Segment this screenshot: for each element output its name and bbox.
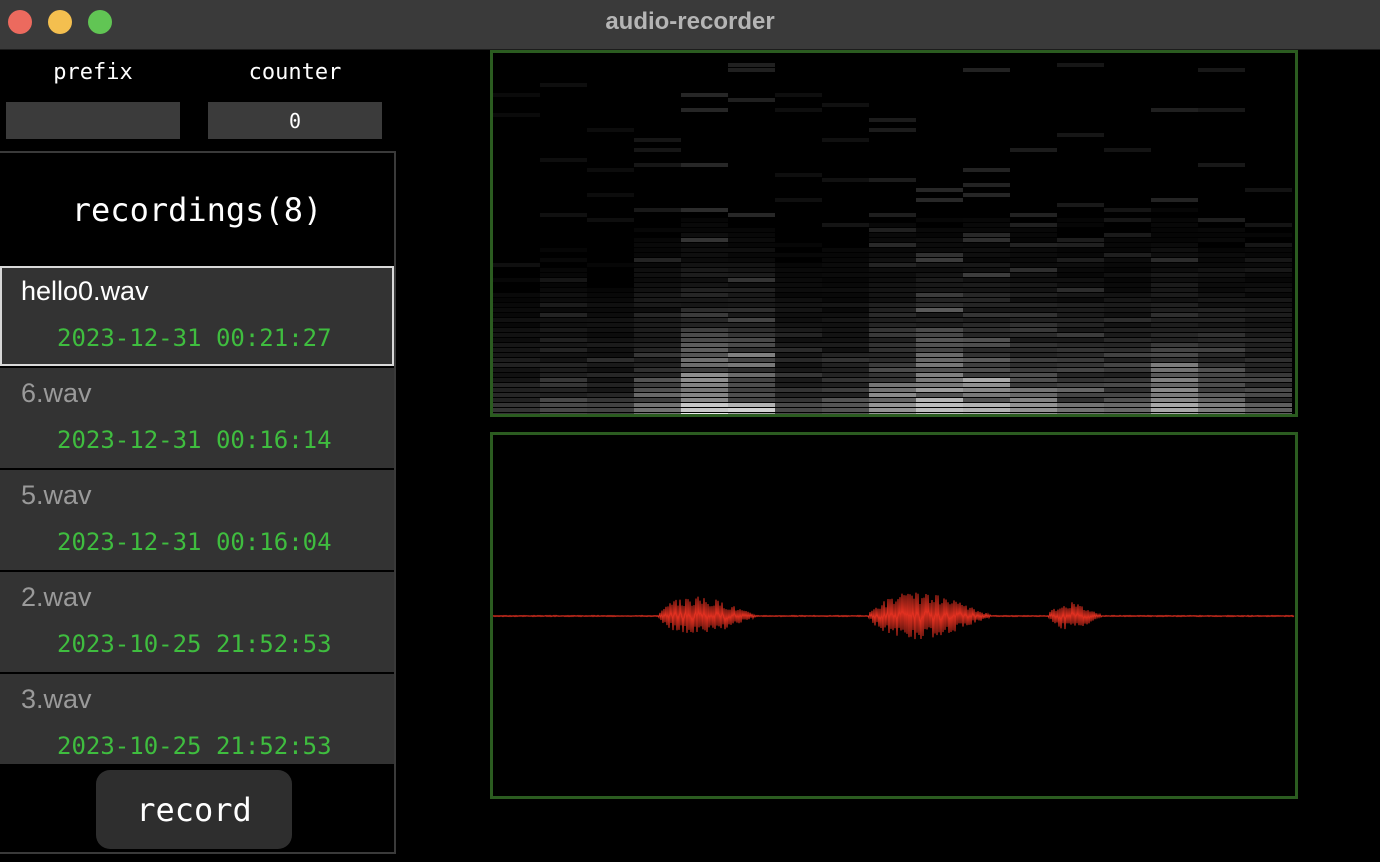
counter-input[interactable] bbox=[208, 102, 382, 139]
recording-date: 2023-10-25 21:52:53 bbox=[57, 732, 332, 760]
maximize-window-button[interactable] bbox=[88, 10, 112, 34]
recordings-header: recordings(8) bbox=[71, 190, 323, 229]
waveform-view bbox=[490, 432, 1298, 799]
recording-date: 2023-10-25 21:52:53 bbox=[57, 630, 332, 658]
prefix-input[interactable] bbox=[6, 102, 180, 139]
waveform-image bbox=[493, 592, 1295, 640]
recording-date: 2023-12-31 00:16:04 bbox=[57, 528, 332, 556]
recording-item[interactable]: hello0.wav 2023-12-31 00:21:27 bbox=[0, 266, 394, 366]
close-window-button[interactable] bbox=[8, 10, 32, 34]
counter-label: counter bbox=[248, 60, 342, 85]
recording-name: 5.wav bbox=[21, 480, 92, 510]
minimize-window-button[interactable] bbox=[48, 10, 72, 34]
recording-item[interactable]: 2.wav 2023-10-25 21:52:53 bbox=[0, 572, 394, 672]
recording-date: 2023-12-31 00:16:14 bbox=[57, 426, 332, 454]
recording-date: 2023-12-31 00:21:27 bbox=[57, 324, 332, 352]
recording-name: 6.wav bbox=[21, 378, 92, 408]
recording-item[interactable]: 6.wav 2023-12-31 00:16:14 bbox=[0, 368, 394, 468]
spectrogram-view bbox=[490, 50, 1298, 417]
recording-item[interactable]: 3.wav 2023-10-25 21:52:53 bbox=[0, 674, 394, 764]
recordings-list[interactable]: hello0.wav 2023-12-31 00:21:27 6.wav 202… bbox=[0, 266, 394, 764]
record-button[interactable]: record bbox=[96, 770, 292, 849]
title-bar: audio-recorder bbox=[0, 0, 1380, 50]
window-title: audio-recorder bbox=[605, 8, 775, 35]
spectrogram-image bbox=[493, 63, 1292, 414]
recordings-panel: recordings(8) hello0.wav 2023-12-31 00:2… bbox=[0, 151, 396, 854]
prefix-label: prefix bbox=[53, 60, 133, 85]
recording-name: 2.wav bbox=[21, 582, 92, 612]
recording-name: hello0.wav bbox=[21, 276, 149, 306]
recording-name: 3.wav bbox=[21, 684, 92, 714]
recording-item[interactable]: 5.wav 2023-12-31 00:16:04 bbox=[0, 470, 394, 570]
